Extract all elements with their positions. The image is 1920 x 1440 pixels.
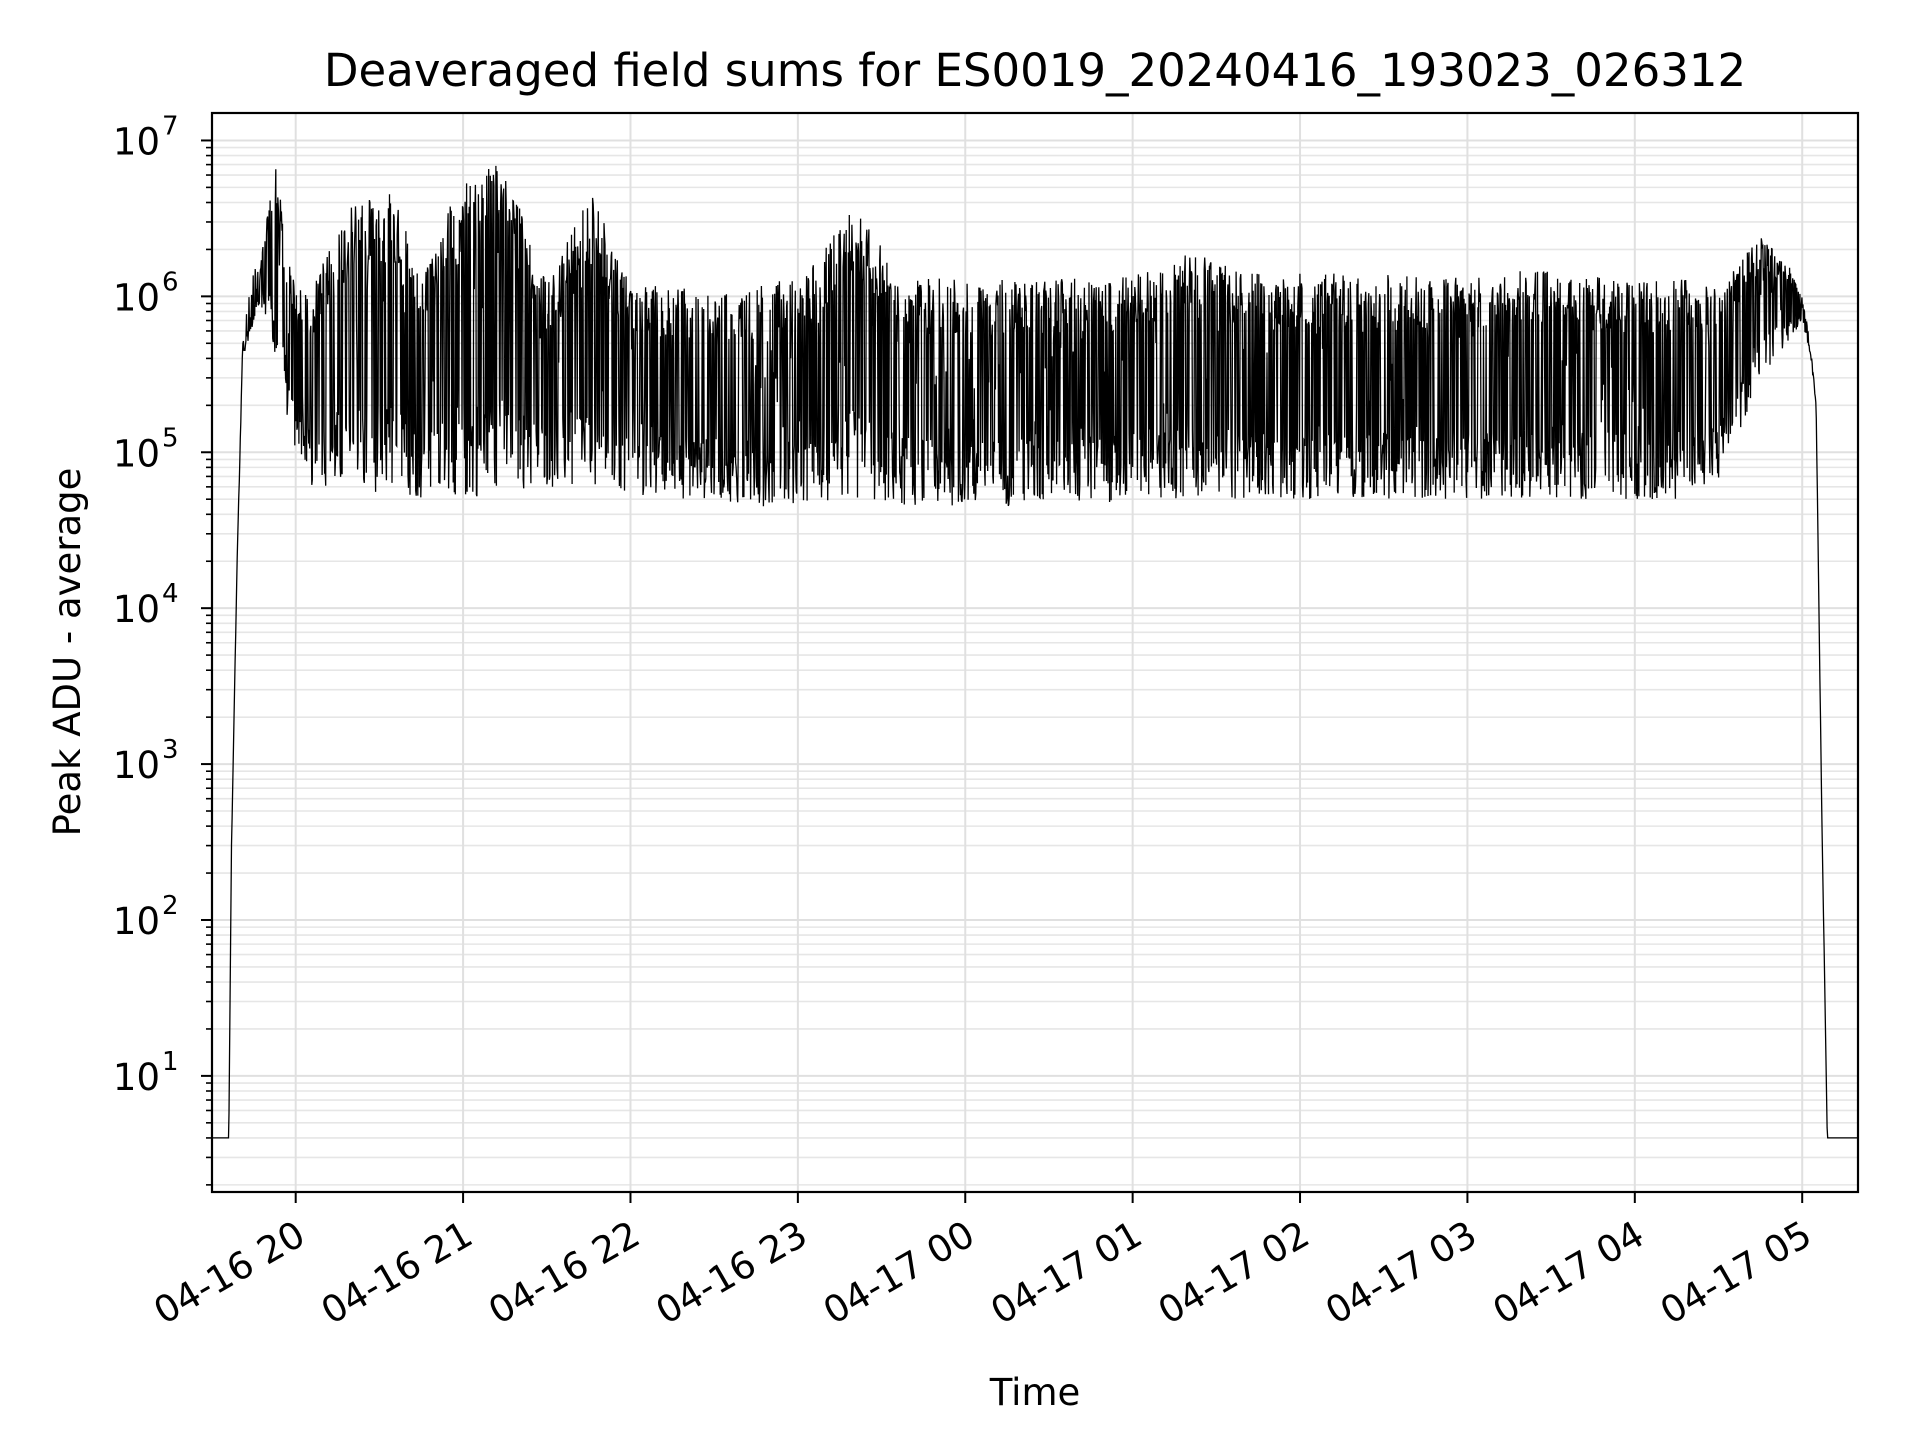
y-tick-exponent: 5 (162, 423, 179, 453)
y-tick-label: 10 (113, 432, 160, 475)
series-line (212, 165, 1858, 1139)
chart-title: Deaveraged field sums for ES0019_2024041… (324, 44, 1746, 97)
y-tick-label: 10 (113, 120, 160, 163)
plot-frame (210, 111, 1860, 1194)
y-axis-label: Peak ADU - average (46, 468, 89, 837)
y-tick-label: 10 (113, 588, 160, 631)
y-tick-label: 10 (113, 1056, 160, 1099)
series-layer (212, 165, 1858, 1139)
y-tick-exponent: 1 (162, 1047, 179, 1077)
y-tick-exponent: 4 (162, 579, 179, 609)
y-tick-label: 10 (113, 276, 160, 319)
y-tick-label: 10 (113, 900, 160, 943)
y-tick-exponent: 2 (162, 891, 179, 921)
y-tick-exponent: 7 (162, 111, 179, 141)
y-tick-label: 10 (113, 744, 160, 787)
y-tick-exponent: 3 (162, 735, 179, 765)
y-tick-exponent: 6 (162, 267, 179, 297)
x-axis-label: Time (989, 1371, 1081, 1414)
